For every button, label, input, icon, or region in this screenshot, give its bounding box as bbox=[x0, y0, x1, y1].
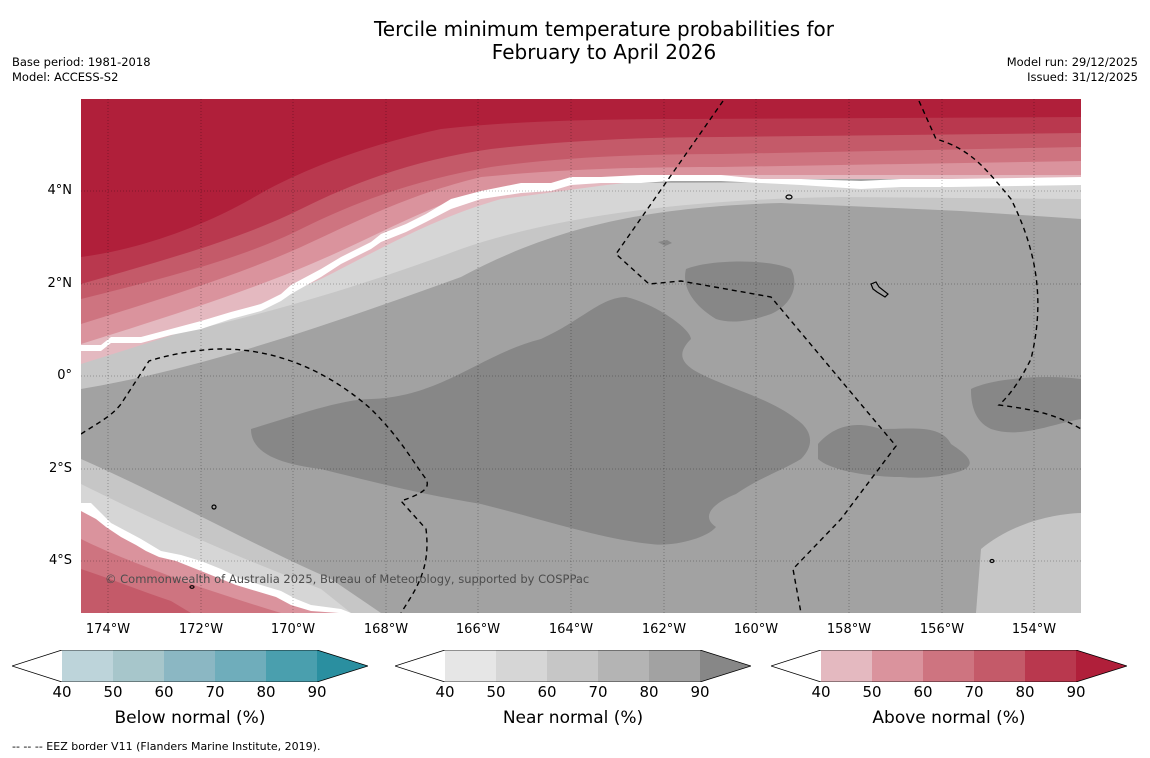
meta-left: Base period: 1981-2018 Model: ACCESS-S2 bbox=[12, 55, 151, 85]
island-southwest bbox=[211, 504, 217, 510]
lon-label-172w: 172°W bbox=[178, 622, 224, 637]
swatch-below-3 bbox=[164, 650, 215, 682]
swatch-below-6 bbox=[317, 650, 368, 682]
swatch-below-4 bbox=[215, 650, 266, 682]
swatch-above-3 bbox=[923, 650, 974, 682]
above-tick-40: 40 bbox=[811, 683, 831, 701]
issued-date: Issued: 31/12/2025 bbox=[1027, 70, 1138, 84]
below-tick-60: 60 bbox=[154, 683, 174, 701]
lon-label-174w: 174°W bbox=[85, 622, 131, 637]
swatch-near-5 bbox=[649, 650, 700, 682]
swatch-above-6 bbox=[1076, 650, 1127, 682]
swatch-above-5 bbox=[1025, 650, 1076, 682]
near-normal-dark-speck bbox=[658, 240, 672, 246]
near-normal-dark-east bbox=[818, 424, 970, 478]
island-south bbox=[189, 585, 195, 589]
above-tick-80: 80 bbox=[1015, 683, 1035, 701]
lat-label-2s: 2°S bbox=[48, 461, 72, 476]
colorbar-above-swatches bbox=[771, 650, 1127, 682]
below-tick-70: 70 bbox=[205, 683, 225, 701]
title-line-1: Tercile minimum temperature probabilitie… bbox=[373, 17, 835, 41]
lon-label-170w: 170°W bbox=[270, 622, 316, 637]
above-tick-90: 90 bbox=[1066, 683, 1086, 701]
swatch-near-3 bbox=[547, 650, 598, 682]
swatch-below-2 bbox=[113, 650, 164, 682]
lat-label-0: 0° bbox=[57, 368, 72, 383]
near-tick-40: 40 bbox=[435, 683, 455, 701]
lat-label-4n: 4°N bbox=[47, 183, 73, 198]
title-line-2: February to April 2026 bbox=[491, 40, 717, 64]
swatch-below-5 bbox=[266, 650, 317, 682]
eez-borders bbox=[81, 100, 1081, 613]
lon-label-158w: 158°W bbox=[826, 622, 872, 637]
swatch-near-6 bbox=[700, 650, 751, 682]
above-tick-50: 50 bbox=[862, 683, 882, 701]
near-tick-80: 80 bbox=[639, 683, 659, 701]
below-normal-title: Below normal (%) bbox=[114, 708, 266, 728]
lon-label-166w: 166°W bbox=[455, 622, 501, 637]
model-run: Model run: 29/12/2025 bbox=[1006, 55, 1138, 69]
near-tick-90: 90 bbox=[690, 683, 710, 701]
island-east bbox=[870, 281, 889, 298]
lon-label-160w: 160°W bbox=[733, 622, 779, 637]
eez-footnote: -- -- -- EEZ border V11 (Flanders Marine… bbox=[12, 740, 321, 753]
swatch-above-1 bbox=[821, 650, 872, 682]
swatch-above-0 bbox=[771, 650, 821, 682]
above-tick-70: 70 bbox=[964, 683, 984, 701]
swatch-near-1 bbox=[445, 650, 496, 682]
colorbar-above-normal bbox=[771, 650, 1127, 682]
swatch-below-0 bbox=[12, 650, 62, 682]
near-normal-light-southeast bbox=[976, 513, 1081, 613]
map-title: Tercile minimum temperature probabilitie… bbox=[0, 18, 1150, 64]
base-period: Base period: 1981-2018 bbox=[12, 55, 151, 69]
below-tick-90: 90 bbox=[307, 683, 327, 701]
near-tick-70: 70 bbox=[588, 683, 608, 701]
below-tick-40: 40 bbox=[52, 683, 72, 701]
lat-label-4s: 4°S bbox=[48, 553, 72, 568]
near-tick-50: 50 bbox=[486, 683, 506, 701]
swatch-near-4 bbox=[598, 650, 649, 682]
swatch-below-1 bbox=[62, 650, 113, 682]
lon-label-162w: 162°W bbox=[641, 622, 687, 637]
near-normal-edge-band bbox=[81, 181, 1081, 344]
above-normal-90-plus bbox=[81, 99, 1081, 257]
lon-label-164w: 164°W bbox=[548, 622, 594, 637]
swatch-near-0 bbox=[395, 650, 445, 682]
near-normal-title: Near normal (%) bbox=[502, 708, 644, 728]
above-normal-title: Above normal (%) bbox=[872, 708, 1026, 728]
map-canvas bbox=[81, 99, 1081, 613]
probability-map[interactable] bbox=[81, 99, 1081, 613]
below-tick-80: 80 bbox=[256, 683, 276, 701]
below-tick-50: 50 bbox=[103, 683, 123, 701]
near-normal-dark-core bbox=[251, 297, 811, 545]
lon-label-154w: 154°W bbox=[1011, 622, 1057, 637]
above-normal-sw-70-80 bbox=[81, 569, 191, 613]
colorbar-below-swatches bbox=[12, 650, 368, 682]
map-copyright: © Commonwealth of Australia 2025, Bureau… bbox=[105, 572, 590, 586]
near-normal-dark-north bbox=[685, 261, 795, 322]
colorbar-near-normal bbox=[395, 650, 751, 682]
meta-right: Model run: 29/12/2025 Issued: 31/12/2025 bbox=[1007, 55, 1138, 85]
lon-label-168w: 168°W bbox=[363, 622, 409, 637]
swatch-above-4 bbox=[974, 650, 1025, 682]
islands bbox=[189, 194, 995, 589]
near-tick-60: 60 bbox=[537, 683, 557, 701]
swatch-near-2 bbox=[496, 650, 547, 682]
island-north bbox=[785, 194, 793, 200]
swatch-above-2 bbox=[872, 650, 923, 682]
model-name: Model: ACCESS-S2 bbox=[12, 70, 119, 84]
lon-label-156w: 156°W bbox=[919, 622, 965, 637]
colorbar-below-normal bbox=[12, 650, 368, 682]
near-normal-dark-far-east bbox=[971, 377, 1081, 433]
above-tick-60: 60 bbox=[913, 683, 933, 701]
colorbar-near-swatches bbox=[395, 650, 751, 682]
lat-label-2n: 2°N bbox=[47, 276, 73, 291]
island-southeast bbox=[989, 558, 995, 564]
